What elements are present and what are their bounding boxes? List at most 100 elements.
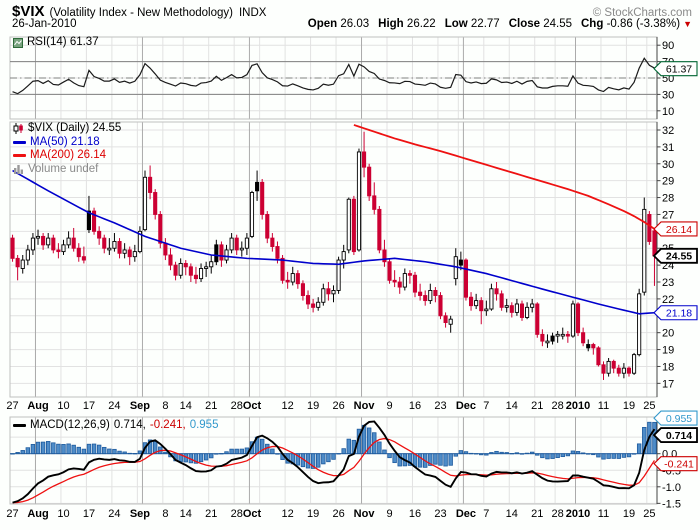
- ma50-label: MA(50) 21.18: [30, 135, 100, 148]
- copyright-credit: © StockCharts.com: [592, 7, 692, 19]
- svg-text:19: 19: [623, 400, 635, 412]
- svg-text:19: 19: [307, 400, 319, 412]
- svg-text:21: 21: [205, 400, 217, 412]
- svg-text:2010: 2010: [566, 400, 590, 412]
- rsi-indicator-icon: [13, 37, 23, 48]
- svg-text:Oct: Oct: [243, 508, 262, 520]
- exchange-label: INDX: [238, 7, 267, 19]
- macd-hist-value: 0.955: [189, 419, 219, 431]
- macd-plot: [10, 420, 657, 504]
- svg-text:20: 20: [662, 328, 674, 340]
- macd-legend: MACD(12,26,9) 0.714, -0.241, 0.955: [13, 419, 218, 433]
- svg-text:10: 10: [662, 106, 674, 118]
- svg-text:Sep: Sep: [130, 508, 150, 520]
- svg-text:27: 27: [662, 209, 674, 221]
- svg-text:-1.0: -1.0: [662, 482, 681, 494]
- volume-label: Volume undef: [28, 162, 99, 175]
- svg-text:23: 23: [662, 277, 674, 289]
- x-axis-labels-middle: 27 Aug 10 17 24 Sep 8 14 21 28 Oct 12 19 26 Nov 9 16 23 De…: [6, 400, 655, 412]
- rsi-label: RSI(14) 61.37: [27, 36, 99, 48]
- price-legend: $VIX (Daily) 24.55 MA(50) 21.18 MA(200) …: [13, 122, 121, 176]
- svg-text:17: 17: [83, 508, 95, 520]
- svg-text:28: 28: [552, 400, 564, 412]
- svg-text:14: 14: [506, 400, 518, 412]
- macd-signal-value: -0.241,: [149, 419, 186, 431]
- macd-line-icon: [13, 424, 26, 428]
- svg-text:27: 27: [6, 400, 18, 412]
- svg-text:Nov: Nov: [354, 508, 376, 520]
- ma50-line: [12, 169, 655, 315]
- svg-text:25: 25: [643, 400, 655, 412]
- svg-text:23: 23: [434, 400, 446, 412]
- change-down-icon[interactable]: ▼: [683, 19, 692, 29]
- svg-text:30: 30: [662, 159, 674, 171]
- svg-text:28: 28: [231, 400, 243, 412]
- svg-text:24.55: 24.55: [666, 251, 692, 263]
- svg-text:Sep: Sep: [130, 400, 150, 412]
- svg-text:22: 22: [662, 294, 674, 306]
- close-quote: Close 24.55: [508, 18, 572, 30]
- macd-main-line: [12, 420, 656, 504]
- svg-text:Nov: Nov: [354, 400, 376, 412]
- macd-label: MACD(12,26,9): [30, 419, 110, 431]
- svg-text:14: 14: [180, 508, 192, 520]
- rsi-legend: RSI(14) 61.37: [13, 36, 99, 50]
- rsi-plot: [10, 57, 657, 95]
- svg-text:Aug: Aug: [27, 400, 48, 412]
- svg-text:12: 12: [282, 508, 294, 520]
- svg-text:10: 10: [57, 400, 69, 412]
- svg-text:90: 90: [662, 40, 674, 52]
- svg-text:24: 24: [108, 508, 120, 520]
- svg-text:31: 31: [662, 142, 674, 154]
- quote-date: 26-Jan-2010: [12, 18, 77, 30]
- svg-text:19: 19: [662, 345, 674, 357]
- svg-text:30: 30: [662, 89, 674, 101]
- ticker-symbol: $VIX: [12, 3, 45, 20]
- svg-text:29: 29: [662, 176, 674, 188]
- svg-text:9: 9: [386, 508, 392, 520]
- svg-text:Dec: Dec: [456, 508, 476, 520]
- svg-text:7: 7: [483, 508, 489, 520]
- svg-text:10: 10: [57, 508, 69, 520]
- svg-text:17: 17: [83, 400, 95, 412]
- svg-text:21: 21: [205, 508, 217, 520]
- svg-text:21.18: 21.18: [666, 308, 692, 320]
- svg-text:9: 9: [386, 400, 392, 412]
- svg-text:0.955: 0.955: [666, 413, 692, 425]
- svg-text:16: 16: [409, 400, 421, 412]
- svg-text:2010: 2010: [566, 508, 590, 520]
- ticker-name: (Volatility Index - New Methodology): [49, 7, 233, 19]
- low-quote: Low 22.77: [444, 18, 500, 30]
- svg-text:16: 16: [409, 508, 421, 520]
- svg-text:8: 8: [162, 400, 168, 412]
- ma200-line: [353, 124, 655, 230]
- svg-text:Oct: Oct: [243, 400, 262, 412]
- quote-row: 26-Jan-2010 Open 26.03 High 26.22 Low 22…: [12, 18, 692, 30]
- chart-header: $VIX (Volatility Index - New Methodology…: [12, 3, 692, 20]
- svg-text:21: 21: [531, 508, 543, 520]
- svg-text:17: 17: [662, 378, 674, 390]
- svg-text:25: 25: [643, 508, 655, 520]
- svg-text:0.714: 0.714: [666, 430, 692, 442]
- candlestick-icon: [13, 123, 23, 135]
- ma200-label: MA(200) 26.14: [30, 149, 107, 161]
- svg-text:12: 12: [282, 400, 294, 412]
- ma50-line-icon: [13, 140, 26, 144]
- x-axis-labels-bottom: 27 Aug 10 17 24 Sep 8 14 21 28 Oct 12 19 26 Nov 9 16 23 De…: [6, 508, 655, 520]
- change-quote: Chg -0.86 (-3.38%): [581, 18, 681, 30]
- svg-text:28: 28: [552, 508, 564, 520]
- macd-value: 0.714,: [113, 419, 146, 431]
- ma200-line-icon: [13, 154, 26, 158]
- svg-text:11: 11: [598, 508, 609, 520]
- svg-text:61.37: 61.37: [666, 63, 692, 75]
- svg-text:24: 24: [108, 400, 120, 412]
- svg-text:26: 26: [332, 508, 344, 520]
- rsi-line: [12, 57, 655, 95]
- svg-text:18: 18: [662, 361, 674, 373]
- svg-text:32: 32: [662, 125, 674, 137]
- svg-text:28: 28: [231, 508, 243, 520]
- svg-text:19: 19: [307, 508, 319, 520]
- svg-text:21: 21: [531, 400, 543, 412]
